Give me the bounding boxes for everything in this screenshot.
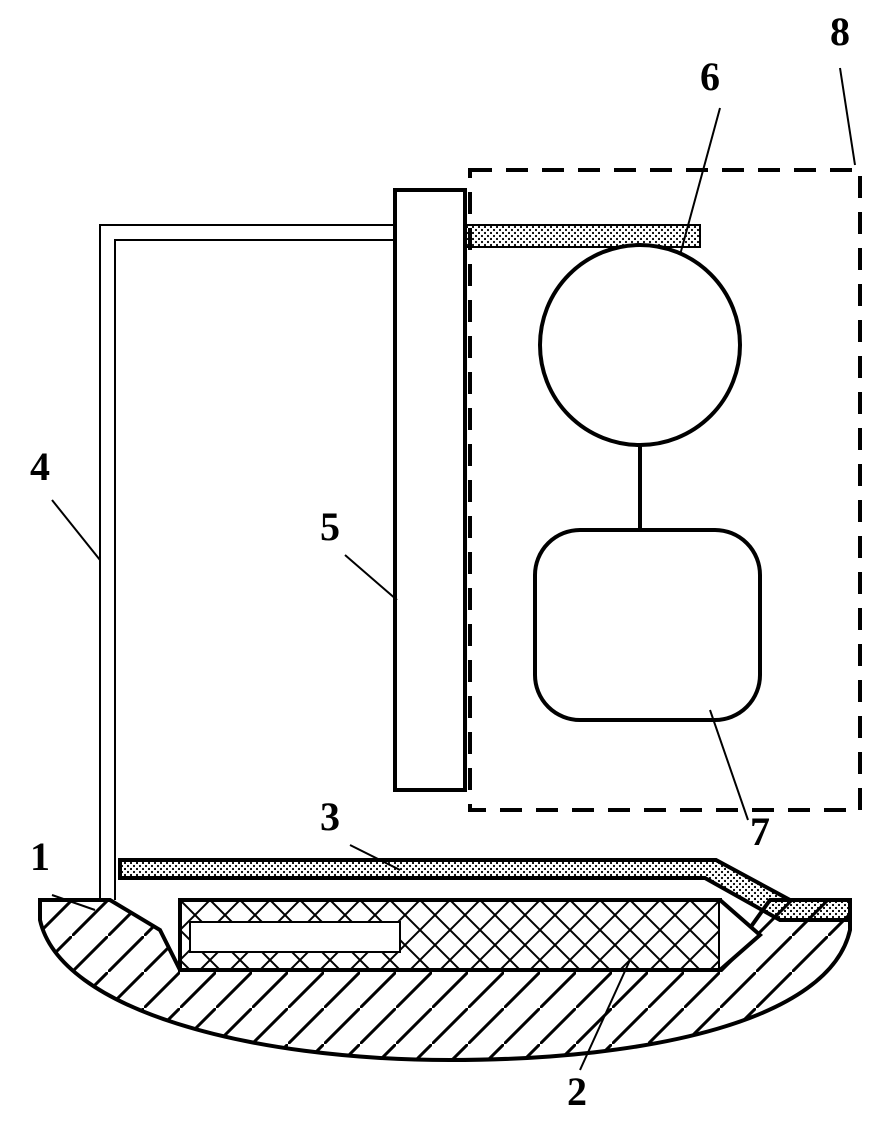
rounded-unit (535, 530, 760, 720)
label-4: 4 (30, 444, 50, 489)
vertical-column (395, 190, 465, 790)
horizontal-arm (465, 225, 700, 247)
inner-cavity (190, 922, 400, 952)
label-3: 3 (320, 794, 340, 839)
tube-inner (115, 240, 395, 900)
label-8: 8 (830, 9, 850, 54)
label-7: 7 (750, 809, 770, 854)
label-2: 2 (567, 1069, 587, 1114)
label-5: 5 (320, 504, 340, 549)
tube-outer (100, 225, 395, 900)
label-6: 6 (700, 54, 720, 99)
label-1: 1 (30, 834, 50, 879)
circle-unit (540, 245, 740, 445)
